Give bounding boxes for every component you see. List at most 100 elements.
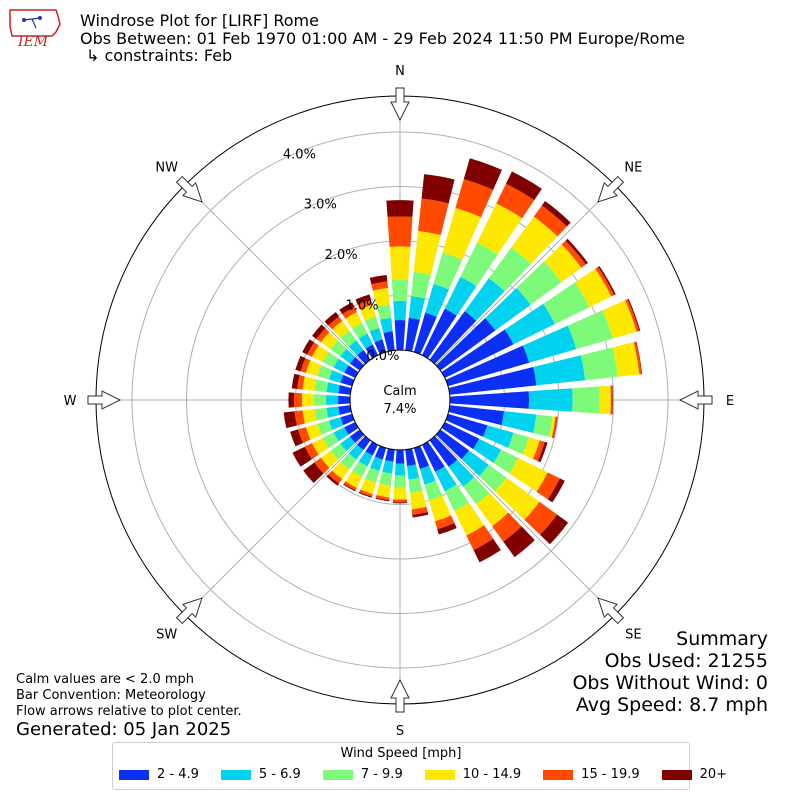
flow-arrow-ne-icon — [597, 175, 625, 203]
bar-190-10-14-9 — [376, 483, 391, 498]
legend-item: 2 - 4.9 — [119, 767, 199, 782]
bar-10-10-14-9 — [413, 231, 441, 275]
bar-340-2-4-9 — [374, 339, 387, 355]
bar-0-7-9-9 — [391, 279, 409, 302]
bar-180-5-6-9 — [394, 463, 406, 476]
logo-text: IEM — [17, 34, 49, 50]
bar-0-15-19-9 — [387, 216, 413, 247]
bar-80-7-9-9 — [580, 347, 618, 381]
bar-340-7-9-9 — [364, 316, 380, 332]
bar-220-2-4-9 — [357, 436, 371, 451]
bar-290-20- — [295, 355, 306, 372]
bar-160-5-6-9 — [419, 465, 436, 485]
bar-190-20- — [375, 497, 390, 502]
direction-label-se: SE — [625, 627, 641, 642]
bar-200-10-14-9 — [360, 478, 377, 495]
iem-logo: IEM — [9, 9, 61, 50]
bar-300-2-4-9 — [344, 365, 359, 378]
bar-20-10-14-9 — [442, 207, 481, 260]
bar-150-2-4-9 — [422, 441, 445, 472]
bar-0-10-14-9 — [389, 246, 411, 280]
radial-tick-label: 4.0% — [283, 147, 316, 162]
bar-20-15-19-9 — [455, 179, 494, 218]
bar-330-7-9-9 — [352, 322, 368, 339]
bar-120-15-19-9 — [536, 472, 560, 500]
bar-350-10-14-9 — [372, 287, 390, 307]
direction-label-w: W — [64, 394, 77, 409]
bar-230-7-9-9 — [330, 443, 347, 460]
legend-swatch — [220, 769, 251, 780]
bar-140-7-9-9 — [463, 477, 490, 505]
bar-210-10-14-9 — [345, 471, 363, 488]
bar-320-10-14-9 — [332, 320, 350, 339]
bar-90-7-9-9 — [572, 386, 600, 414]
bar-150-10-14-9 — [454, 502, 485, 536]
bar-60-7-9-9 — [543, 282, 590, 325]
bar-140-5-6-9 — [448, 459, 475, 487]
bar-90-15-19-9 — [610, 385, 613, 415]
summary-obs-used: Obs Used: 21255 — [604, 650, 768, 672]
bar-70-5-6-9 — [522, 325, 577, 363]
bar-120-5-6-9 — [473, 438, 502, 463]
bar-160-2-4-9 — [413, 445, 430, 469]
flow-arrow-nw-icon — [175, 175, 203, 203]
bar-240-7-9-9 — [322, 432, 339, 448]
bar-80-10-14-9 — [612, 342, 640, 377]
bar-180-10-14-9 — [393, 487, 407, 500]
bar-90-2-4-9 — [449, 391, 530, 409]
bar-160-20- — [437, 522, 457, 535]
bar-180-20- — [392, 502, 408, 504]
bar-30-10-14-9 — [477, 203, 523, 255]
bar-230-15-19-9 — [314, 457, 330, 474]
bar-60-5-6-9 — [504, 303, 556, 345]
bar-90-5-6-9 — [528, 388, 573, 412]
bar-270-7-9-9 — [314, 394, 327, 406]
bar-180-7-9-9 — [394, 475, 406, 488]
direction-label-s: S — [396, 724, 404, 739]
bar-60-2-4-9 — [441, 329, 514, 378]
bar-240-20- — [292, 446, 312, 467]
bar-220-15-19-9 — [328, 470, 343, 484]
bar-50-2-4-9 — [436, 318, 496, 371]
legend-swatch — [543, 769, 574, 780]
bar-290-7-9-9 — [317, 365, 333, 380]
bar-130-20- — [540, 514, 569, 545]
bar-320-2-4-9 — [357, 349, 371, 364]
bar-30-2-4-9 — [422, 308, 457, 359]
bar-80-15-19-9 — [633, 341, 642, 375]
bar-100-5-6-9 — [501, 411, 537, 433]
bar-50-10-14-9 — [544, 244, 582, 283]
bar-340-15-19-9 — [357, 299, 373, 310]
summary-avg-speed: Avg Speed: 8.7 mph — [575, 694, 768, 716]
legend-swatch — [119, 769, 149, 780]
bar-180-2-4-9 — [395, 449, 405, 464]
bar-260-7-9-9 — [314, 407, 329, 421]
bar-10-15-19-9 — [418, 198, 449, 236]
bar-310-10-14-9 — [320, 332, 339, 350]
direction-label-n: N — [395, 64, 405, 79]
legend-swatch — [424, 769, 455, 780]
legend-items: 2 - 4.9 5 - 6.9 7 - 9.9 10 - 14.9 15 - 19.9 2… — [119, 767, 749, 782]
bar-310-20- — [312, 324, 326, 340]
bar-300-15-19-9 — [307, 342, 319, 357]
bar-60-20- — [598, 266, 616, 296]
bar-190-2-4-9 — [385, 448, 395, 462]
calm-label: Calm — [383, 384, 416, 399]
bar-190-7-9-9 — [379, 471, 393, 486]
bar-30-15-19-9 — [496, 183, 535, 219]
bar-130-5-6-9 — [461, 450, 489, 477]
bar-300-5-6-9 — [333, 358, 349, 373]
bar-310-15-19-9 — [316, 328, 330, 343]
bar-300-20- — [302, 339, 315, 355]
legend-label: 15 - 19.9 — [581, 767, 640, 782]
bar-310-7-9-9 — [330, 340, 347, 357]
bar-80-2-4-9 — [448, 367, 537, 395]
bar-320-5-6-9 — [348, 340, 364, 356]
calm-circle — [349, 349, 451, 451]
bar-40-2-4-9 — [429, 311, 477, 364]
bar-300-10-14-9 — [312, 345, 329, 363]
bar-170-7-9-9 — [408, 477, 423, 494]
radial-tick-label: 3.0% — [304, 198, 337, 213]
bar-120-2-4-9 — [441, 422, 480, 450]
